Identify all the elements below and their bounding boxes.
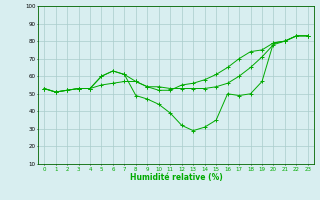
X-axis label: Humidité relative (%): Humidité relative (%) bbox=[130, 173, 222, 182]
